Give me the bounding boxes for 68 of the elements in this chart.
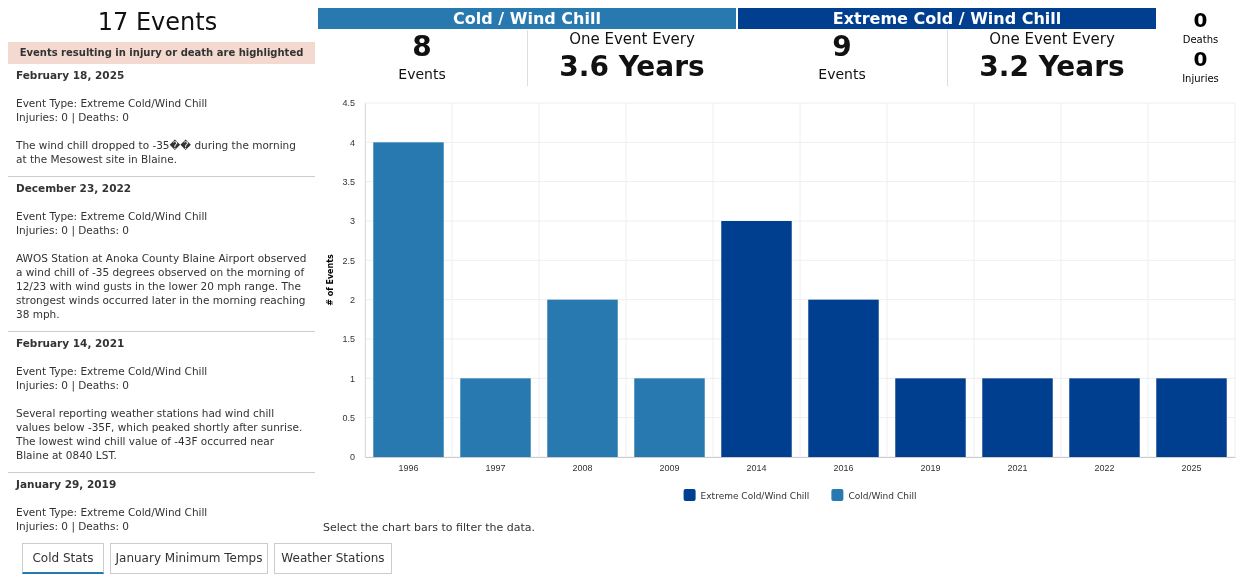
bar [721,221,792,457]
y-tick-label: 2.5 [342,255,355,266]
text: Injuries: 0 | Deaths: 0 [16,223,131,237]
text: Events resulting in injury or death are highlighted [8,42,315,64]
text: 3.2 Years [978,50,1126,83]
text: Event Type: Extreme Cold/Wind Chill [16,96,209,110]
y-tick-label: 0.5 [342,413,355,424]
x-tick-label: 2016 [833,463,854,474]
y-tick-label: 3 [349,216,355,227]
bar [895,378,966,457]
text: 0 [1192,8,1209,32]
text: Extreme Cold / Wind Chill [738,8,1156,29]
text: One Event Every [568,30,696,48]
text: Events [817,66,867,82]
text: Cold Stats [22,543,104,574]
bar [547,299,618,457]
text: Injuries [1181,73,1220,84]
text: Deaths [1181,34,1220,45]
text: Injuries: 0 | Deaths: 0 [16,110,131,124]
bar [373,142,444,457]
bar [1069,378,1140,457]
text: Select the chart bars to filter the data. [323,521,535,534]
y-tick-label: 0 [349,452,355,463]
text: One Event Every [988,30,1116,48]
legend-label: Cold/Wind Chill [848,491,917,501]
x-tick-label: 2014 [746,463,767,474]
bar [634,378,705,457]
y-axis-title: # of Events [326,253,335,306]
text: Event Type: Extreme Cold/Wind Chill [16,209,209,223]
bar [460,378,531,457]
text: January 29, 2019 [16,477,118,491]
x-tick-label: 2022 [1094,463,1115,474]
text: Cold / Wind Chill [318,8,736,29]
x-tick-label: 2008 [572,463,593,474]
x-tick-label: 2019 [920,463,941,474]
y-tick-label: 4.5 [342,98,355,109]
text: Event Type: Extreme Cold/Wind Chill [16,505,209,519]
y-tick-label: 3.5 [342,177,355,188]
text: Events [397,66,447,82]
text: Several reporting weather stations had wind chill values below -35F, which peaked shortly after sunrise. The lowest wind chill value of -43F occurred near Blaine at 0840 LST. [16,406,304,462]
bar [1156,378,1227,457]
legend-label: Extreme Cold/Wind Chill [700,491,810,501]
x-tick-label: 1997 [485,463,506,474]
text: January Minimum Temps [110,543,268,574]
text: AWOS Station at Anoka County Blaine Airport observed a wind chill of -35 degrees observed on the morning of 12/23 with wind gusts in the lower 20 mph range. The strongest winds occurred later in the morning reaching 38 mph. [16,251,307,321]
text: Weather Stations [274,543,392,574]
y-tick-label: 1 [349,373,355,384]
y-tick-label: 1.5 [342,334,355,345]
text: 8 [411,30,433,63]
text: 3.6 Years [558,50,706,83]
x-tick-label: 2025 [1181,463,1202,474]
text: 17 Events [96,8,219,36]
text: Event Type: Extreme Cold/Wind Chill [16,364,209,378]
text: Injuries: 0 | Deaths: 0 [16,519,131,533]
x-tick-label: 2009 [659,463,680,474]
text: February 18, 2025 [16,68,126,82]
bar [808,299,879,457]
bar [982,378,1053,457]
text: 9 [831,30,853,63]
text: February 14, 2021 [16,336,126,350]
x-tick-label: 1996 [398,463,419,474]
text: The wind chill dropped to -35�� during the morning at the Mesowest site in Blaine. [16,138,297,166]
text: December 23, 2022 [16,181,133,195]
text: 0 [1192,47,1209,71]
text: Injuries: 0 | Deaths: 0 [16,378,131,392]
y-tick-label: 2 [349,295,355,306]
x-tick-label: 2021 [1007,463,1028,474]
y-tick-label: 4 [349,137,355,148]
